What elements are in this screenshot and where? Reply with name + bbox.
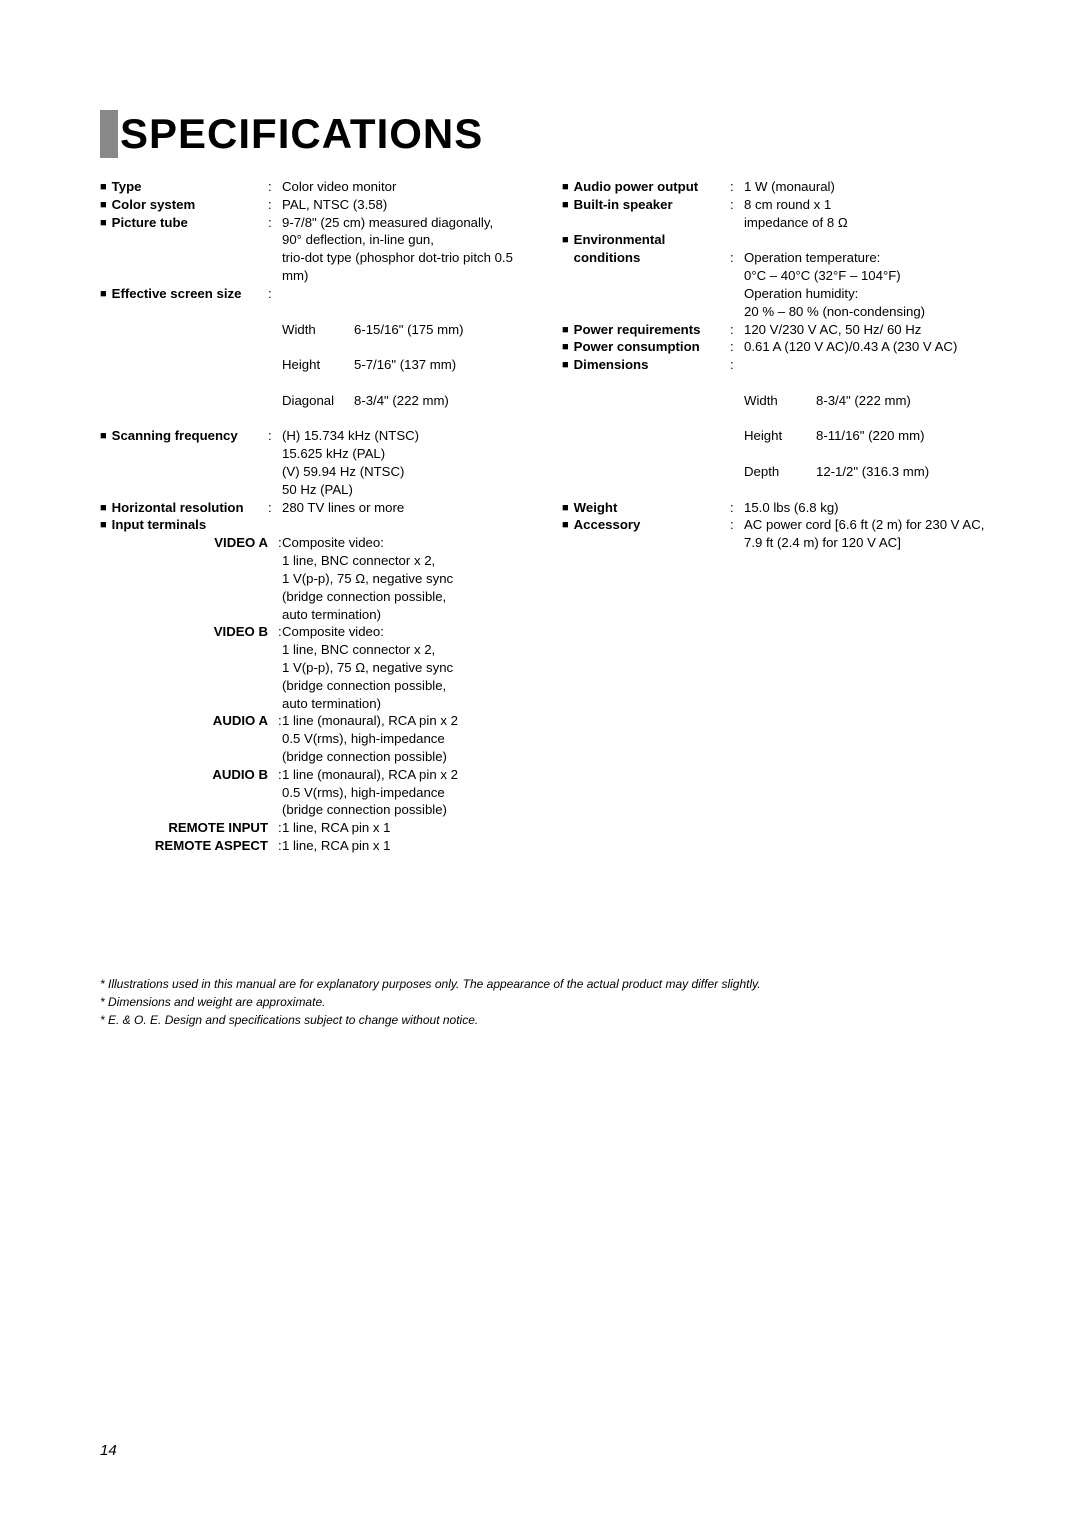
dim-value: 6-15/16" (175 mm)	[354, 321, 464, 339]
spec-picture-tube: ■Picture tube : 9-7/8" (25 cm) measured …	[100, 214, 528, 285]
accent-bar	[100, 110, 118, 158]
dim-label: Depth	[744, 463, 816, 481]
label: AUDIO B	[100, 766, 268, 819]
spec-power-consumption: ■Power consumption : 0.61 A (120 V AC)/0…	[562, 338, 990, 356]
dim-label: Diagonal	[282, 392, 354, 410]
spec-effective-screen-size: ■Effective screen size : Width6-15/16" (…	[100, 285, 528, 428]
dim-label: Width	[282, 321, 354, 339]
spec-audio-power-output: ■Audio power output : 1 W (monaural)	[562, 178, 990, 196]
footnotes: * Illustrations used in this manual are …	[100, 975, 990, 1029]
spec-video-b: VIDEO B : Composite video: 1 line, BNC c…	[100, 623, 528, 712]
label: Color system	[112, 196, 196, 214]
spec-remote-input: REMOTE INPUT : 1 line, RCA pin x 1	[100, 819, 528, 837]
value: 8 cm round x 1 impedance of 8 Ω	[744, 196, 990, 232]
value: Composite video: 1 line, BNC connector x…	[282, 623, 528, 712]
spec-video-a: VIDEO A : Composite video: 1 line, BNC c…	[100, 534, 528, 623]
spec-power-requirements: ■Power requirements : 120 V/230 V AC, 50…	[562, 321, 990, 339]
value: 1 line, RCA pin x 1	[282, 837, 528, 855]
footnote-3: * E. & O. E. Design and specifications s…	[100, 1011, 990, 1029]
value: 120 V/230 V AC, 50 Hz/ 60 Hz	[744, 321, 990, 339]
spec-columns: ■Type : Color video monitor ■Color syste…	[100, 178, 990, 855]
spec-scanning-frequency: ■Scanning frequency : (H) 15.734 kHz (NT…	[100, 427, 528, 498]
label: VIDEO A	[100, 534, 268, 623]
value: Operation temperature: 0°C – 40°C (32°F …	[744, 250, 925, 318]
label: Weight	[574, 499, 618, 517]
value: Color video monitor	[282, 178, 528, 196]
label: Dimensions	[574, 356, 649, 374]
label: AUDIO A	[100, 712, 268, 765]
spec-remote-aspect: REMOTE ASPECT : 1 line, RCA pin x 1	[100, 837, 528, 855]
footnote-1: * Illustrations used in this manual are …	[100, 975, 990, 993]
value: 280 TV lines or more	[282, 499, 528, 517]
value: 9-7/8" (25 cm) measured diagonally, 90° …	[282, 214, 528, 285]
value: Composite video: 1 line, BNC connector x…	[282, 534, 528, 623]
value: 1 line (monaural), RCA pin x 2 0.5 V(rms…	[282, 712, 528, 765]
spec-dimensions: ■Dimensions : Width8-3/4" (222 mm) Heigh…	[562, 356, 990, 499]
value: 1 line (monaural), RCA pin x 2 0.5 V(rms…	[282, 766, 528, 819]
label: Scanning frequency	[112, 427, 238, 445]
label: REMOTE ASPECT	[100, 837, 268, 855]
spec-type: ■Type : Color video monitor	[100, 178, 528, 196]
label: VIDEO B	[100, 623, 268, 712]
label: Horizontal resolution	[112, 499, 244, 517]
label: Audio power output	[574, 178, 699, 196]
value: 0.61 A (120 V AC)/0.43 A (230 V AC)	[744, 338, 990, 356]
dim-label: Height	[282, 356, 354, 374]
spec-audio-a: AUDIO A : 1 line (monaural), RCA pin x 2…	[100, 712, 528, 765]
value: 15.0 lbs (6.8 kg)	[744, 499, 990, 517]
dim-label: Width	[744, 392, 816, 410]
value: 1 line, RCA pin x 1	[282, 819, 528, 837]
dim-value: 8-3/4" (222 mm)	[816, 392, 911, 410]
dim-value: 8-11/16" (220 mm)	[816, 427, 925, 445]
spec-horizontal-resolution: ■Horizontal resolution : 280 TV lines or…	[100, 499, 528, 517]
value: 1 W (monaural)	[744, 178, 990, 196]
label: Input terminals	[112, 516, 207, 534]
label: Picture tube	[112, 214, 188, 232]
label: Power consumption	[574, 338, 700, 356]
label: REMOTE INPUT	[100, 819, 268, 837]
value: (H) 15.734 kHz (NTSC) 15.625 kHz (PAL) (…	[282, 427, 528, 498]
left-column: ■Type : Color video monitor ■Color syste…	[100, 178, 528, 855]
label: Effective screen size	[112, 285, 242, 303]
label: Power requirements	[574, 321, 701, 339]
spec-built-in-speaker: ■Built-in speaker : 8 cm round x 1 imped…	[562, 196, 990, 232]
spec-environmental-conditions: ■Environmentalconditions : Operation tem…	[562, 231, 990, 320]
spec-color-system: ■Color system : PAL, NTSC (3.58)	[100, 196, 528, 214]
value: PAL, NTSC (3.58)	[282, 196, 528, 214]
dim-value: 5-7/16" (137 mm)	[354, 356, 456, 374]
dim-value: 12-1/2" (316.3 mm)	[816, 463, 929, 481]
label: Type	[112, 178, 142, 196]
page-title: SPECIFICATIONS	[120, 110, 990, 158]
label: Environmental	[574, 232, 666, 247]
label: Built-in speaker	[574, 196, 673, 214]
label: Accessory	[574, 516, 641, 534]
spec-weight: ■Weight : 15.0 lbs (6.8 kg)	[562, 499, 990, 517]
right-column: ■Audio power output : 1 W (monaural) ■Bu…	[562, 178, 990, 855]
dim-value: 8-3/4" (222 mm)	[354, 392, 449, 410]
dim-label: Height	[744, 427, 816, 445]
spec-audio-b: AUDIO B : 1 line (monaural), RCA pin x 2…	[100, 766, 528, 819]
footnote-2: * Dimensions and weight are approximate.	[100, 993, 990, 1011]
spec-accessory: ■Accessory : AC power cord [6.6 ft (2 m)…	[562, 516, 990, 552]
spec-input-terminals: ■Input terminals	[100, 516, 528, 534]
value: AC power cord [6.6 ft (2 m) for 230 V AC…	[744, 516, 990, 552]
label-sub: conditions	[574, 250, 641, 265]
page-number: 14	[100, 1442, 117, 1459]
